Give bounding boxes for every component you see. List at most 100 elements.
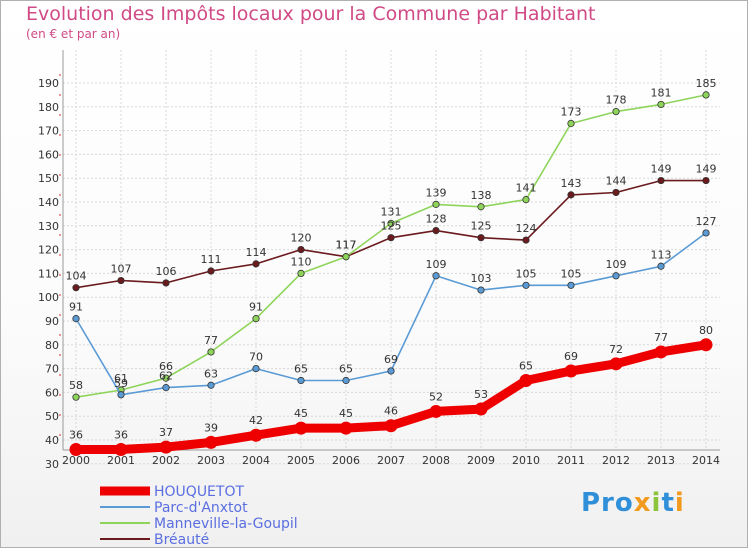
data-label: 143 [561,177,582,190]
data-label: 45 [339,407,353,420]
data-point [297,269,305,277]
data-label: 72 [609,343,623,356]
data-label: 117 [336,239,357,252]
x-tick-label: 2010 [512,454,540,467]
axis-dot [59,294,61,296]
y-tick-label: 120 [38,244,59,257]
legend-label: Manneville-la-Goupil [154,516,298,532]
data-label: 62 [159,370,173,383]
data-label: 106 [156,265,177,278]
data-point [387,367,395,375]
data-point [339,421,353,435]
axis-dot [59,94,61,96]
data-point [72,393,80,401]
x-tick-label: 2011 [557,454,585,467]
axis-dot [59,214,61,216]
data-label: 125 [471,220,492,233]
data-point [249,428,263,442]
data-point [612,107,620,116]
data-point [69,443,83,457]
data-label: 61 [114,372,128,385]
data-label: 80 [699,324,713,337]
x-tick-label: 2013 [647,454,675,467]
data-labels: 104 107 106 111 114 120 117 125 128 125 124 143 144 1… [66,77,717,442]
data-point [477,286,485,294]
data-point [702,91,710,99]
axis-dot [59,154,61,156]
data-label: 125 [381,220,402,233]
data-point [162,384,170,392]
data-point [657,100,665,109]
data-label: 65 [519,360,533,373]
data-label: 59 [114,377,128,390]
data-point [114,443,128,457]
y-tick-label: 170 [38,125,59,138]
x-tick-label: 2004 [242,454,270,467]
y-tick-label: 80 [45,339,59,352]
data-label: 37 [159,426,173,439]
data-label: 69 [384,353,398,366]
axis-dot [59,134,61,136]
x-tick-label: 2014 [692,454,720,467]
data-point [567,281,575,289]
data-label: 53 [474,388,488,401]
data-point [474,402,488,416]
x-tick-label: 2005 [287,454,315,467]
data-label: 104 [66,270,87,283]
y-tick-label: 160 [38,148,59,161]
data-point [702,229,710,237]
data-label: 105 [561,267,582,280]
data-point [519,374,533,387]
data-label: 91 [249,301,263,314]
x-tick-label: 2007 [377,454,405,467]
data-label: 149 [651,163,672,176]
data-point [207,267,215,275]
y-tick-label: 140 [38,196,59,209]
data-point [387,234,395,242]
data-point [342,376,350,385]
data-label: 178 [606,94,627,107]
data-label: 58 [69,379,83,392]
data-point [432,200,440,208]
data-label: 120 [291,232,312,245]
data-label: 52 [429,390,443,403]
y-tick-label: 40 [45,434,59,447]
legend-label: Parc-d'Anxtot [154,500,248,516]
data-label: 77 [204,334,218,347]
series-layer [69,91,713,457]
data-label: 124 [516,222,537,235]
axis-dot [59,274,61,276]
data-label: 113 [651,248,672,261]
data-label: 117 [336,239,357,252]
y-tick-label: 110 [38,267,59,280]
data-point [657,176,665,185]
data-label: 63 [204,367,218,380]
axis-dot [59,314,61,316]
data-label: 141 [516,182,537,195]
axis-dot [59,434,61,436]
data-point [207,381,215,389]
data-point [252,364,260,373]
x-tick-label: 2012 [602,454,630,467]
data-point [477,203,485,211]
axis-dot [59,174,61,176]
x-tick-label: 2003 [197,454,225,467]
data-point [162,374,170,382]
x-tick-label: 2006 [332,454,360,467]
data-point [297,376,305,385]
y-tick-label: 130 [38,220,59,233]
data-point [429,404,443,418]
data-point [117,391,125,399]
x-tick-label: 2001 [107,454,135,467]
data-label: 70 [249,351,263,364]
axis-dot [59,354,61,356]
y-tick-label: 100 [38,291,59,304]
data-label: 138 [471,189,492,202]
data-label: 65 [339,363,353,376]
data-label: 66 [159,360,173,373]
data-point [432,226,440,235]
data-point [477,234,485,242]
data-point [162,279,170,287]
data-label: 103 [471,272,492,285]
